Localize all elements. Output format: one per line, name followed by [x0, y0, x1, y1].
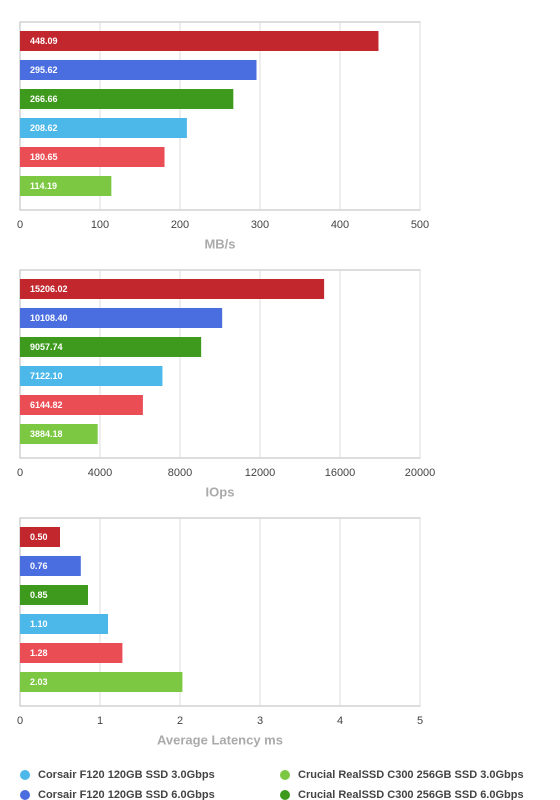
- legend-label: Crucial RealSSD C300 256GB SSD 6.0Gbps: [298, 789, 524, 800]
- value-label: 6144.82: [30, 400, 63, 410]
- bar: [20, 614, 108, 634]
- legend-swatch: [20, 770, 30, 780]
- x-tick-label: 4: [337, 715, 343, 727]
- x-tick-label: 400: [331, 219, 349, 231]
- legend-swatch: [280, 790, 290, 800]
- x-tick-label: 0: [17, 715, 23, 727]
- value-label: 7122.10: [30, 371, 63, 381]
- value-label: 180.65: [30, 152, 58, 162]
- value-label: 208.62: [30, 123, 58, 133]
- x-tick-label: 12000: [245, 467, 276, 479]
- value-label: 114.19: [30, 181, 57, 191]
- value-label: 0.76: [30, 561, 48, 571]
- bar: [20, 176, 112, 196]
- legend-swatch: [280, 770, 290, 780]
- x-tick-label: 100: [91, 219, 109, 231]
- bar: [20, 585, 88, 605]
- legend-label: Crucial RealSSD C300 256GB SSD 3.0Gbps: [298, 769, 524, 781]
- bar: [20, 556, 81, 576]
- value-label: 1.10: [30, 619, 48, 629]
- x-tick-label: 5: [417, 715, 423, 727]
- x-axis-label: MB/s: [204, 236, 235, 251]
- legend-label: Corsair F120 120GB SSD 3.0Gbps: [38, 769, 215, 781]
- value-label: 9057.74: [30, 342, 63, 352]
- x-tick-label: 500: [411, 219, 429, 231]
- value-label: 15206.02: [30, 284, 68, 294]
- bar: [20, 308, 223, 328]
- x-tick-label: 4000: [88, 467, 112, 479]
- x-tick-label: 16000: [325, 467, 356, 479]
- x-axis-label: IOps: [206, 484, 235, 499]
- x-tick-label: 200: [171, 219, 189, 231]
- x-tick-label: 1: [97, 715, 103, 727]
- bar: [20, 366, 163, 386]
- x-tick-label: 3: [257, 715, 263, 727]
- x-axis-label: Average Latency ms: [157, 732, 283, 747]
- bar: [20, 643, 123, 663]
- bar: [20, 118, 187, 138]
- x-tick-label: 2: [177, 715, 183, 727]
- bar: [20, 89, 234, 109]
- value-label: 295.62: [30, 65, 58, 75]
- value-label: 266.66: [30, 94, 58, 104]
- value-label: 10108.40: [30, 313, 68, 323]
- value-label: 1.28: [30, 648, 48, 658]
- bar: [20, 279, 325, 299]
- bar: [20, 60, 257, 80]
- legend-label: Corsair F120 120GB SSD 6.0Gbps: [38, 789, 215, 800]
- bar: [20, 672, 183, 692]
- value-label: 3884.18: [30, 429, 63, 439]
- x-tick-label: 8000: [168, 467, 192, 479]
- x-tick-label: 20000: [405, 467, 436, 479]
- bar: [20, 31, 379, 51]
- x-tick-label: 300: [251, 219, 269, 231]
- bar: [20, 147, 165, 167]
- value-label: 2.03: [30, 677, 48, 687]
- value-label: 448.09: [30, 36, 58, 46]
- x-tick-label: 0: [17, 467, 23, 479]
- value-label: 0.85: [30, 590, 48, 600]
- bar: [20, 424, 98, 444]
- value-label: 0.50: [30, 532, 48, 542]
- legend-swatch: [20, 790, 30, 800]
- bar: [20, 527, 60, 547]
- bar: [20, 395, 143, 415]
- x-tick-label: 0: [17, 219, 23, 231]
- bar: [20, 337, 202, 357]
